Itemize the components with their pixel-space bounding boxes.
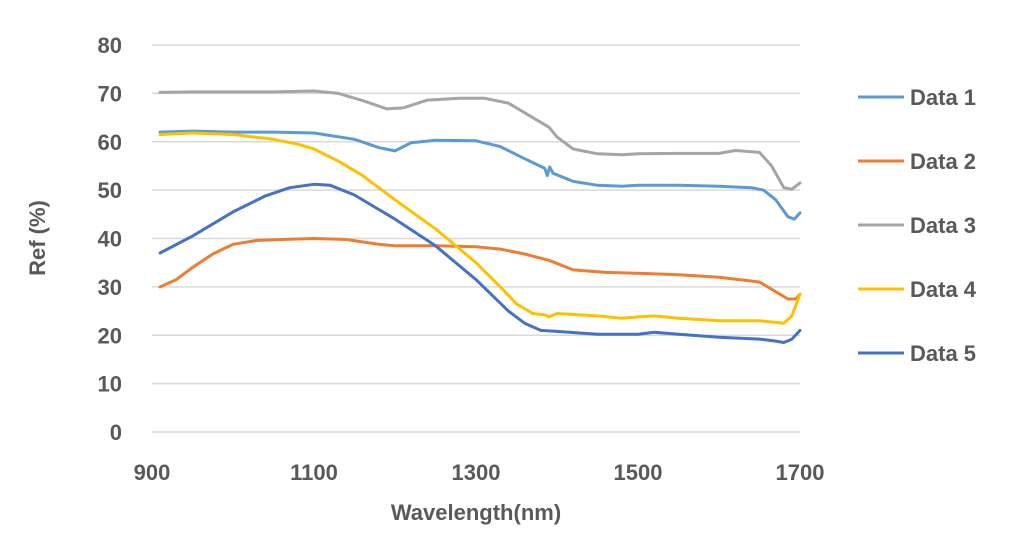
legend: Data 1 Data 2 Data 3 Data 4 Data 5 [858, 85, 977, 366]
y-axis-title: Ref (%) [25, 200, 50, 276]
y-tick-label: 60 [98, 130, 122, 155]
grid-lines [152, 44, 800, 433]
y-tick-label: 70 [98, 81, 122, 106]
y-tick-label: 80 [98, 33, 122, 58]
x-tick-label: 900 [134, 460, 171, 485]
y-tick-label: 0 [110, 420, 122, 445]
legend-label-4: Data 4 [910, 277, 977, 302]
y-tick-label: 30 [98, 275, 122, 300]
series-line-3 [158, 89, 802, 191]
y-tick-label: 50 [98, 178, 122, 203]
legend-label-5: Data 5 [910, 341, 976, 366]
series-line-1 [158, 129, 802, 221]
legend-label-1: Data 1 [910, 85, 976, 110]
series-line-4 [158, 131, 802, 325]
plot-series [158, 89, 802, 344]
y-tick-label: 10 [98, 372, 122, 397]
x-axis-title: Wavelength(nm) [391, 500, 561, 525]
x-axis-ticks: 900 1100 1300 1500 1700 [134, 460, 825, 485]
legend-label-3: Data 3 [910, 213, 976, 238]
series-line-5 [158, 182, 802, 344]
x-tick-label: 1300 [452, 460, 501, 485]
x-tick-label: 1500 [614, 460, 663, 485]
y-tick-label: 40 [98, 227, 122, 252]
x-tick-label: 1100 [290, 460, 338, 485]
y-tick-label: 20 [98, 323, 122, 348]
x-tick-label: 1700 [776, 460, 825, 485]
series-line-2 [158, 237, 802, 301]
y-axis-ticks: 0 10 20 30 40 50 60 70 80 [98, 33, 122, 445]
legend-label-2: Data 2 [910, 149, 976, 174]
